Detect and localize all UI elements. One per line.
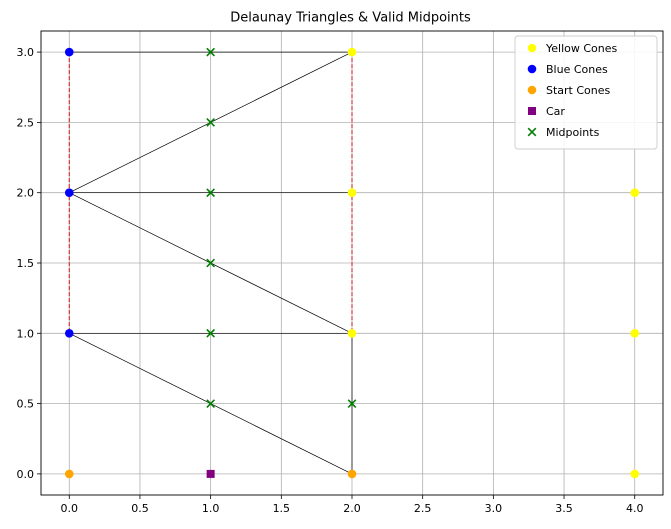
y-tick-label: 1.0 xyxy=(17,327,35,340)
yellow-cones-point xyxy=(630,469,640,479)
marker-stroke xyxy=(206,399,216,408)
y-tick-label: 1.5 xyxy=(17,257,35,270)
yellow-cones-point xyxy=(347,329,357,338)
chart-title: Delaunay Triangles & Valid Midpoints xyxy=(230,11,471,26)
car-point xyxy=(206,469,215,478)
blue-cones-point xyxy=(64,329,74,338)
legend-swatch-yellow-cones xyxy=(527,43,537,53)
x-tick-label: 0.0 xyxy=(61,502,79,515)
y-tick-label: 0.5 xyxy=(17,398,35,411)
start-cones-point xyxy=(347,469,357,479)
y-tick-label: 0.0 xyxy=(17,468,35,481)
yellow-cones-point xyxy=(630,329,640,338)
blue-cones-point xyxy=(64,188,74,197)
marker-stroke xyxy=(206,47,216,57)
midpoints-point xyxy=(206,188,216,198)
legend-label-start-cones: Start Cones xyxy=(546,84,611,97)
legend-swatch-start-cones xyxy=(527,85,537,95)
plot-frame xyxy=(40,30,664,496)
data-markers xyxy=(64,47,640,479)
yellow-cones-point xyxy=(347,188,357,197)
legend-box xyxy=(514,35,658,150)
midpoints-point xyxy=(206,399,216,408)
legend-label-car: Car xyxy=(546,105,565,118)
marker-stroke xyxy=(206,328,216,338)
marker-stroke xyxy=(206,188,216,198)
legend-swatch-car xyxy=(528,107,536,115)
midpoints-point xyxy=(206,258,216,268)
legend-label-yellow-cones: Yellow Cones xyxy=(545,42,618,55)
midpoints-point xyxy=(347,399,357,408)
y-tick-label: 3.0 xyxy=(17,46,35,59)
x-tick-label: 2.0 xyxy=(343,502,361,515)
yellow-cones-point xyxy=(347,47,357,57)
blue-cones-point xyxy=(64,47,74,57)
marker-stroke xyxy=(527,127,537,137)
marker-stroke xyxy=(206,118,216,127)
midpoints-point xyxy=(206,328,216,338)
midpoints-point xyxy=(206,118,216,127)
x-tick-label: 0.5 xyxy=(131,502,149,515)
y-tick-label: 2.0 xyxy=(17,187,35,200)
legend-label-midpoints: Midpoints xyxy=(546,126,600,139)
marker-stroke xyxy=(206,258,216,268)
axis-ticks: 0.0 0.5 1.0 1.5 2.0 2.5 3.0 3.5 4.0 0.0 0.5 1.0 1.5 2… xyxy=(17,46,644,515)
legend-swatch-blue-cones xyxy=(527,64,537,74)
x-tick-label: 2.5 xyxy=(414,502,432,515)
legend-label-blue-cones: Blue Cones xyxy=(546,63,608,76)
x-tick-label: 3.0 xyxy=(485,502,503,515)
midpoints-point xyxy=(206,47,216,57)
marker-stroke xyxy=(347,399,357,408)
legend: Yellow Cones Blue Cones Start Cones Car Midp… xyxy=(514,35,658,150)
x-tick-label: 1.0 xyxy=(202,502,220,515)
yellow-cones-point xyxy=(630,188,640,197)
x-tick-label: 1.5 xyxy=(273,502,291,515)
start-cones-point xyxy=(64,469,74,479)
x-tick-label: 4.0 xyxy=(626,502,644,515)
y-tick-label: 2.5 xyxy=(17,116,35,129)
x-tick-label: 3.5 xyxy=(555,502,573,515)
legend-swatch-midpoints xyxy=(527,127,537,137)
